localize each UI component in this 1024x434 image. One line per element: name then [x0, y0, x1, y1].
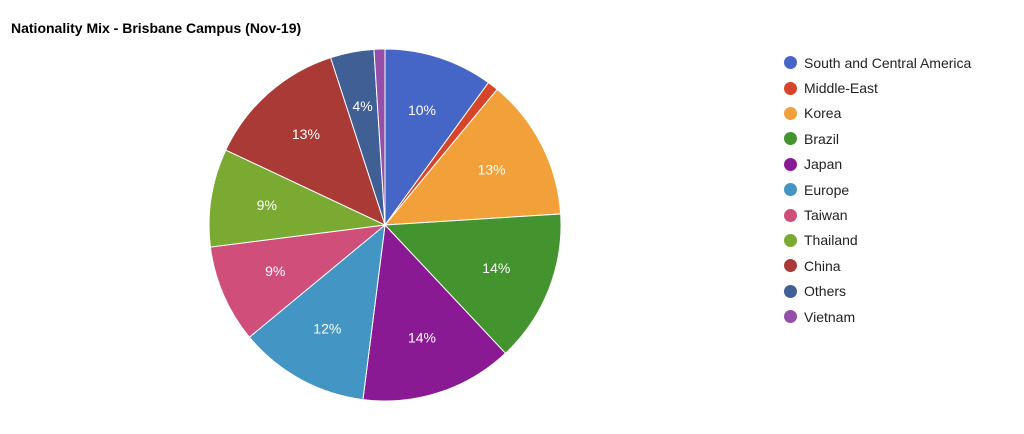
legend-item[interactable]: China	[784, 253, 971, 278]
legend-label: Korea	[804, 105, 842, 122]
legend-swatch	[784, 183, 797, 197]
legend-item[interactable]: Thailand	[784, 228, 971, 253]
slice-label: 4%	[352, 98, 372, 114]
legend-label: Thailand	[804, 232, 858, 249]
slice-label: 14%	[482, 260, 510, 276]
pie-slice-vietnam[interactable]	[373, 48, 386, 226]
legend-item[interactable]: South and Central America	[784, 50, 971, 75]
pie-slice-taiwan[interactable]	[209, 224, 387, 338]
legend-swatch	[784, 81, 797, 95]
legend-item[interactable]: Vietnam	[784, 304, 971, 329]
legend-item[interactable]: Europe	[784, 177, 971, 202]
slice-label: 14%	[408, 330, 436, 346]
legend-swatch	[784, 132, 797, 146]
legend-swatch	[784, 106, 797, 120]
legend-swatch	[784, 233, 797, 247]
legend-item[interactable]: Japan	[784, 152, 971, 177]
legend-label: Japan	[804, 156, 843, 173]
slice-label: 10%	[408, 102, 436, 118]
legend-label: Vietnam	[804, 308, 856, 325]
chart-legend: South and Central America Middle-East Kore…	[784, 50, 971, 329]
legend-swatch	[784, 157, 797, 171]
legend-swatch	[784, 310, 797, 324]
pie-slice-korea[interactable]	[383, 88, 562, 226]
legend-swatch	[784, 208, 797, 222]
legend-label: Europe	[804, 181, 850, 198]
legend-item[interactable]: Brazil	[784, 126, 971, 151]
legend-item[interactable]: Others	[784, 279, 971, 304]
legend-swatch	[784, 284, 797, 298]
slice-label: 9%	[257, 197, 277, 213]
legend-swatch	[784, 259, 797, 273]
pie-slice-japan[interactable]	[362, 223, 507, 402]
legend-label: Middle-East	[804, 80, 878, 97]
slice-label: 9%	[265, 263, 285, 279]
legend-item[interactable]: Korea	[784, 101, 971, 126]
pie-slice-south-and-central-america[interactable]	[384, 48, 490, 227]
pie-slice-thailand[interactable]	[208, 149, 387, 248]
legend-label: Taiwan	[804, 207, 848, 224]
legend-label: South and Central America	[804, 54, 972, 71]
chart-title: Nationality Mix - Brisbane Campus (Nov-1…	[11, 20, 302, 36]
pie-slice-europe[interactable]	[248, 223, 386, 401]
legend-item[interactable]: Taiwan	[784, 202, 971, 227]
legend-label: China	[804, 257, 841, 274]
pie-slice-brazil[interactable]	[383, 213, 562, 355]
slice-label: 13%	[478, 161, 506, 177]
legend-swatch	[784, 56, 797, 70]
legend-item[interactable]: Middle-East	[784, 75, 971, 100]
slice-label: 12%	[313, 321, 341, 337]
slice-label: 13%	[292, 126, 320, 142]
legend-label: Brazil	[804, 130, 840, 147]
legend-label: Others	[804, 283, 847, 300]
pie-slice-china[interactable]	[225, 56, 386, 226]
